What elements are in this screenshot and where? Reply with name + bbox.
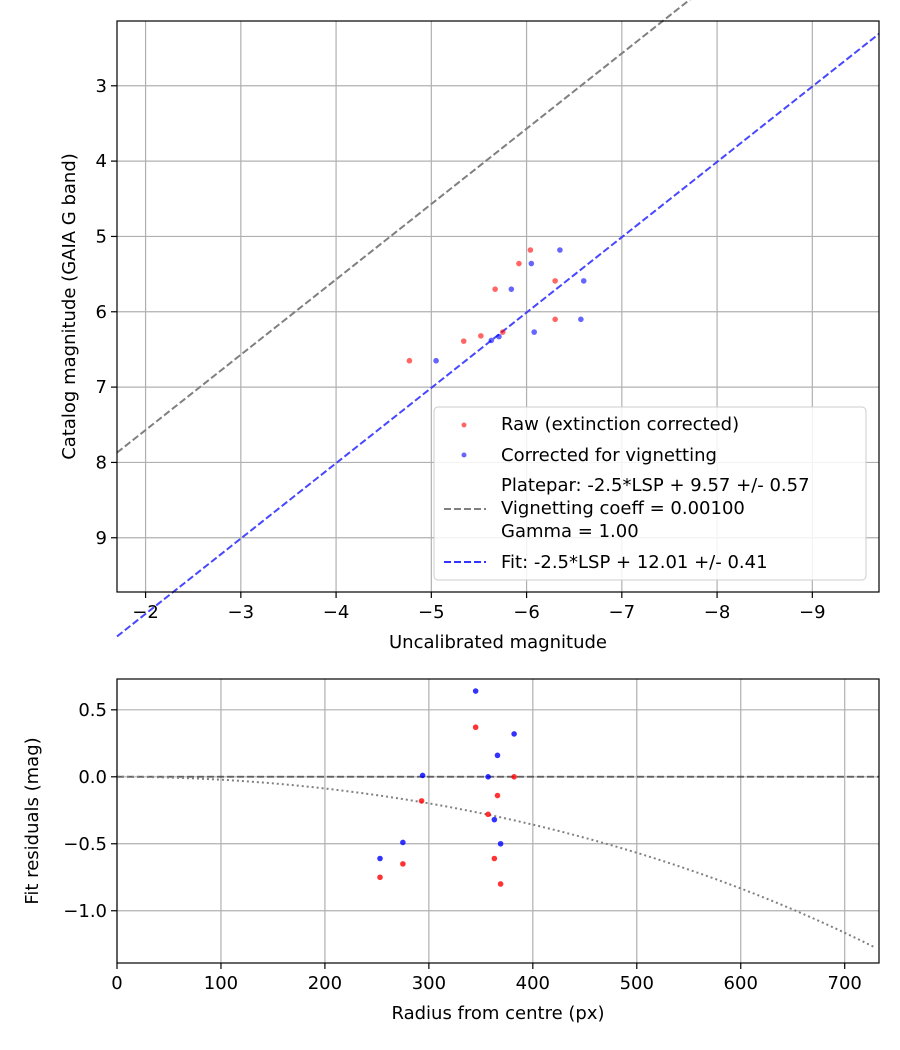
data-point — [497, 840, 504, 847]
x-tick-label: −3 — [228, 602, 255, 623]
x-tick-label: −5 — [418, 602, 445, 623]
data-point — [511, 731, 517, 737]
legend-fit-label: Fit: -2.5*LSP + 12.01 +/- 0.41 — [501, 552, 768, 573]
y-tick-label: 5 — [96, 226, 107, 247]
y-tick-label: 8 — [96, 452, 107, 473]
data-point — [491, 855, 498, 862]
bottom-axes-frame — [116, 678, 880, 964]
legend-platepar-line2: Vignetting coeff = 0.00100 — [501, 498, 745, 519]
bottom-x-axis-label: Radius from centre (px) — [391, 1003, 604, 1024]
data-point — [508, 286, 515, 292]
x-tick-label: 600 — [724, 973, 758, 994]
x-tick-label: 300 — [412, 973, 446, 994]
bottom-grid — [116, 679, 879, 963]
data-point — [400, 839, 406, 846]
data-point — [494, 792, 501, 799]
x-tick-label: −6 — [513, 602, 540, 623]
top-axes-frame — [116, 20, 880, 593]
data-point — [578, 316, 584, 323]
x-tick-label: 0 — [111, 973, 122, 994]
legend-corrected-label: Corrected for vignetting — [501, 445, 717, 466]
data-point — [406, 357, 413, 364]
data-point — [557, 247, 563, 253]
data-point — [478, 333, 484, 339]
data-point — [472, 724, 479, 731]
data-point — [527, 247, 534, 253]
y-tick-label: 3 — [96, 76, 107, 97]
data-point — [528, 260, 535, 267]
data-point — [499, 329, 506, 335]
bottom-scatter-points — [377, 688, 517, 887]
data-point — [492, 286, 498, 292]
bottom-y-axis-label: Fit residuals (mag) — [22, 737, 43, 904]
data-point — [472, 688, 479, 694]
bottom-lines — [116, 775, 879, 949]
y-tick-label: −0.5 — [63, 834, 107, 855]
data-point — [491, 816, 498, 823]
top-x-axis-label: Uncalibrated magnitude — [389, 632, 607, 653]
x-tick-label: −8 — [704, 602, 731, 623]
data-point — [377, 874, 383, 881]
legend-platepar-line3: Gamma = 1.00 — [501, 521, 639, 542]
y-tick-label: 0.5 — [78, 700, 107, 721]
legend-raw-marker — [461, 422, 467, 428]
data-point — [511, 773, 517, 780]
data-point — [485, 773, 491, 780]
data-point — [552, 316, 558, 323]
legend-platepar-line1: Platepar: -2.5*LSP + 9.57 +/- 0.57 — [501, 475, 810, 496]
data-point — [460, 338, 467, 344]
legend-raw-label: Raw (extinction corrected) — [501, 414, 739, 435]
data-point — [531, 329, 537, 335]
platepar-line — [116, 0, 691, 454]
x-tick-label: 400 — [516, 973, 550, 994]
data-point — [433, 357, 439, 364]
bottom-ticks: 0 100 200 300 400 500 600 700 0.5 0.0 −0.5 −1.0 — [63, 700, 862, 994]
data-point — [400, 861, 406, 867]
top-ticks: −2 −3 −4 −5 −6 −7 −8 −9 3 4 5 6 7 8 9 — [96, 76, 826, 623]
magnitude-calibration-chart: −2 −3 −4 −5 −6 −7 −8 −9 3 4 5 6 7 8 9 Uncalibrated mag… — [59, 0, 880, 653]
y-tick-label: 7 — [96, 377, 107, 398]
x-tick-label: −7 — [609, 602, 636, 623]
top-scatter-points — [406, 247, 587, 364]
y-tick-label: 4 — [96, 151, 107, 172]
y-tick-label: 0.0 — [78, 767, 107, 788]
y-tick-label: 9 — [96, 528, 107, 549]
x-tick-label: 700 — [828, 973, 862, 994]
y-tick-label: 6 — [96, 302, 107, 323]
x-tick-label: 200 — [308, 973, 342, 994]
legend: Raw (extinction corrected) Corrected for… — [433, 406, 867, 581]
data-point — [497, 881, 504, 887]
data-point — [496, 333, 502, 340]
x-tick-label: −2 — [132, 602, 159, 623]
y-tick-label: −1.0 — [63, 901, 107, 922]
data-point — [488, 337, 495, 344]
data-point — [552, 278, 558, 284]
data-point — [377, 855, 383, 862]
x-tick-label: 500 — [620, 973, 654, 994]
x-tick-label: 100 — [204, 973, 238, 994]
data-point — [419, 772, 426, 779]
data-point — [418, 798, 425, 804]
x-tick-label: −4 — [323, 602, 350, 623]
residuals-chart: 0 100 200 300 400 500 600 700 0.5 0.0 −0.5 −1.0 Rad… — [22, 678, 880, 1024]
data-point — [516, 260, 522, 267]
legend-box — [433, 406, 867, 581]
top-y-axis-label: Catalog magnitude (GAIA G band) — [59, 153, 80, 460]
data-point — [494, 752, 501, 759]
data-point — [580, 278, 587, 284]
x-tick-label: −9 — [799, 602, 826, 623]
vignetting-curve — [116, 775, 877, 949]
legend-corrected-marker — [461, 452, 467, 458]
data-point — [485, 811, 491, 818]
